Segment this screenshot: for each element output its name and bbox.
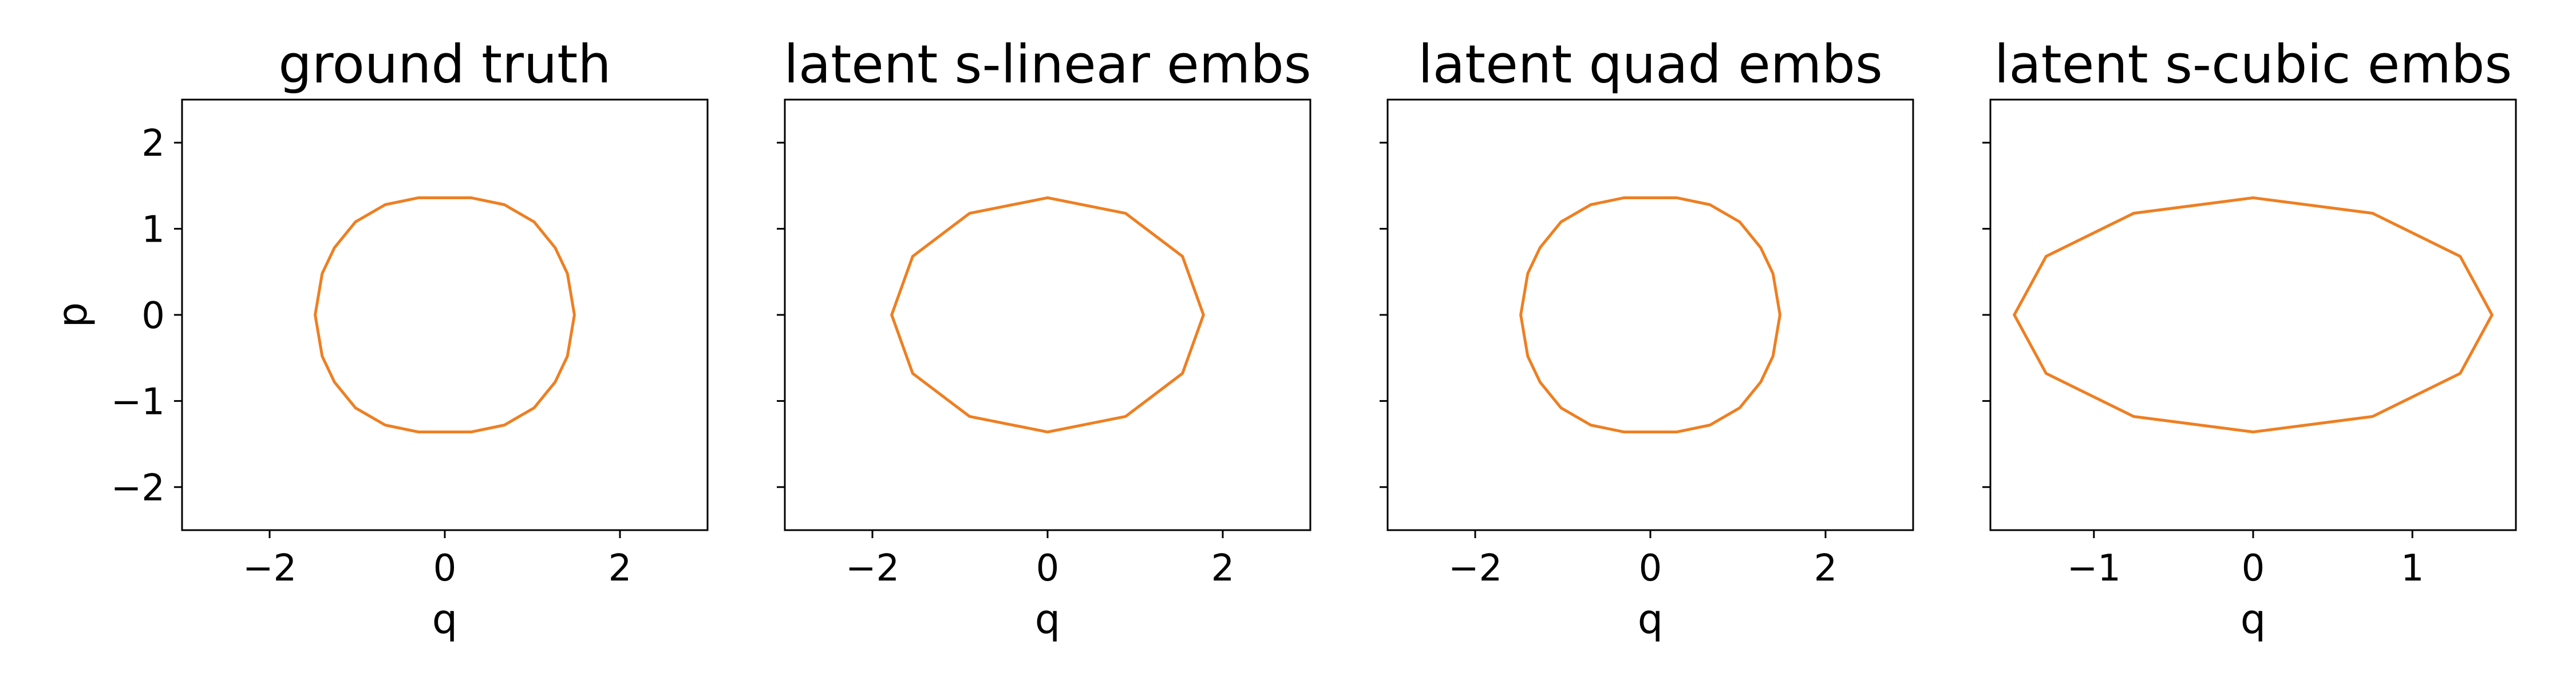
axes-frame	[181, 98, 709, 531]
y-tick-label: −2	[111, 467, 165, 510]
axes-frame	[1989, 98, 2517, 531]
y-tick-label: 2	[141, 123, 165, 165]
x-axis-label: q	[2241, 596, 2266, 643]
series-curve-1	[890, 196, 1205, 434]
x-tick-label: 0	[433, 547, 457, 590]
x-tick-label: 1	[2401, 547, 2424, 590]
panel-title: latent s-cubic embs	[1994, 34, 2512, 95]
panel-3: −2 0 2 latent quad embs q	[1380, 34, 1914, 643]
x-axis-label: q	[432, 596, 457, 643]
x-tick-label: 0	[2242, 547, 2265, 590]
series-curve-1	[2013, 196, 2494, 434]
y-tick-label: 1	[141, 209, 165, 251]
panel-title: ground truth	[278, 34, 611, 95]
panel-2: −2 0 2 latent s-linear embs q	[777, 34, 1311, 643]
y-tick-label: 0	[141, 295, 165, 337]
x-axis-label: q	[1035, 596, 1060, 643]
panel-4: −1 0 1 latent s-cubic embs q	[1982, 34, 2517, 643]
x-tick-label: −2	[1448, 547, 1502, 590]
y-axis-label: p	[49, 302, 96, 327]
x-tick-label: −2	[846, 547, 899, 590]
x-tick-label: 2	[1211, 547, 1235, 590]
series-curve-1	[314, 196, 576, 434]
axes-frame	[784, 98, 1311, 531]
x-tick-label: 2	[609, 547, 632, 590]
y-tick-label: −1	[111, 381, 165, 423]
panel-title: latent s-linear embs	[784, 34, 1311, 95]
x-tick-label: −1	[2067, 547, 2121, 590]
panel-1: −2 0 2 −2 −1 0 1 2 ground truth q p	[49, 34, 709, 643]
x-tick-label: 0	[1639, 547, 1662, 590]
x-tick-label: 2	[1814, 547, 1838, 590]
x-tick-label: −2	[243, 547, 297, 590]
axes-frame	[1386, 98, 1914, 531]
x-axis-label: q	[1638, 596, 1663, 643]
panel-title: latent quad embs	[1418, 34, 1883, 95]
x-tick-label: 0	[1036, 547, 1060, 590]
series-curve-1	[1519, 196, 1781, 434]
